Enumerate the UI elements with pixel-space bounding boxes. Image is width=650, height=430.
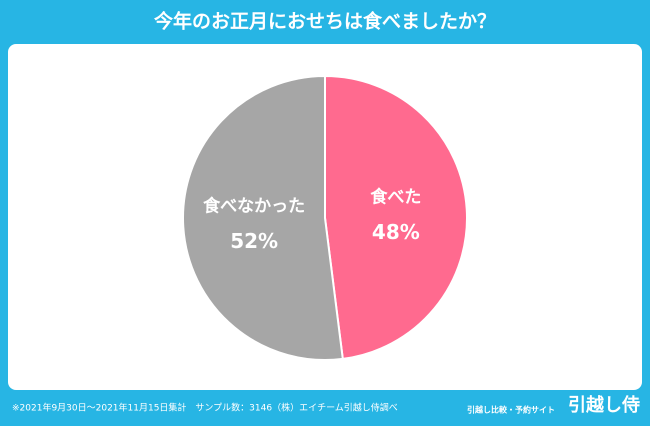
footnote: ※2021年9月30日〜2021年11月15日集計 サンプル数：3146（株）エ… bbox=[12, 402, 398, 414]
pie: 食べた 48% 食べなかった 52% bbox=[182, 74, 468, 361]
slice-label: 食べた bbox=[370, 187, 421, 208]
chart-title: 今年のお正月におせちは食べましたか？ bbox=[153, 10, 496, 33]
brand-tagline: 引越し比較・予約サイト bbox=[467, 405, 555, 415]
value-label: 48% bbox=[372, 220, 420, 244]
brand-name: 引越し侍 bbox=[568, 394, 640, 416]
pie-slice bbox=[324, 74, 468, 360]
value-label: 52% bbox=[230, 229, 278, 253]
pie-slice bbox=[182, 74, 344, 361]
slice-label: 食べなかった bbox=[203, 195, 305, 216]
